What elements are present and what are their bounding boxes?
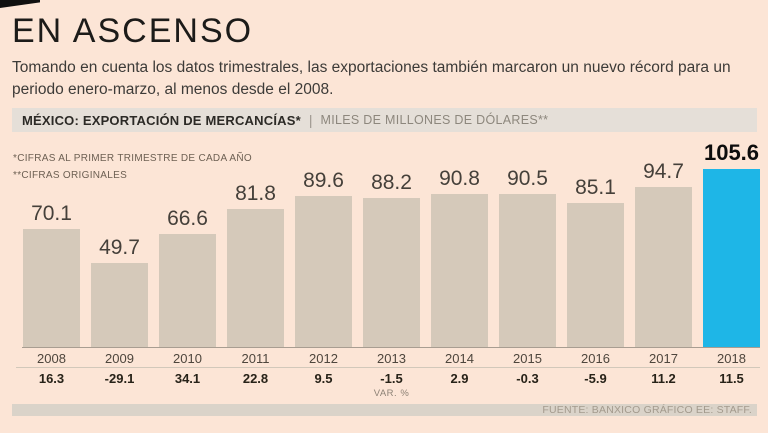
bar-value-label: 70.1 <box>31 202 72 225</box>
bar-column: 49.7 <box>91 236 148 347</box>
var-pct-value: 34.1 <box>174 371 201 386</box>
var-pct-value: 16.3 <box>38 371 65 386</box>
source-bar: FUENTE: BANXICO GRÁFICO EE: STAFF. <box>12 404 757 416</box>
bar-value-label: 105.6 <box>703 140 760 165</box>
var-pct-value: -5.9 <box>584 371 607 386</box>
bar-value-label: 88.2 <box>371 171 412 194</box>
year-axis: 2008 2009 2010 2011 2012 2013 2014 2015 2016 2017… <box>23 351 760 366</box>
year-label: 2011 <box>241 351 270 366</box>
source-credit: FUENTE: BANXICO GRÁFICO EE: STAFF. <box>542 404 752 416</box>
var-pct-value: -1.5 <box>380 371 403 386</box>
bar <box>363 198 420 347</box>
year-label: 2008 <box>37 351 66 366</box>
year-label: 2013 <box>377 351 406 366</box>
year-label: 2016 <box>581 351 610 366</box>
bar <box>23 229 80 347</box>
bar <box>635 187 692 347</box>
bar <box>159 234 216 347</box>
bar-value-label: 94.7 <box>643 160 684 183</box>
year-label: 2012 <box>309 351 338 366</box>
var-pct-value: 22.8 <box>242 371 269 386</box>
var-pct-value: 2.9 <box>450 371 469 386</box>
bar-value-label: 85.1 <box>575 176 616 199</box>
bar <box>703 169 760 347</box>
bar-value-label: 89.6 <box>303 169 344 192</box>
footnote-1: *CIFRAS AL PRIMER TRIMESTRE DE CADA AÑO <box>13 153 252 164</box>
bar <box>567 203 624 347</box>
var-pct-value: 11.2 <box>651 371 676 386</box>
year-label: 2017 <box>649 351 678 366</box>
divider-line <box>16 367 760 368</box>
bar-column: 66.6 <box>159 207 216 347</box>
var-pct-value: 11.5 <box>719 371 744 386</box>
chart-units-label: MILES DE MILLONES DE DÓLARES** <box>320 113 549 127</box>
year-label: 2015 <box>513 351 542 366</box>
corner-mark <box>0 0 40 8</box>
bar-value-label: 49.7 <box>99 236 140 259</box>
bar-column: 70.1 <box>23 202 80 347</box>
bar-column: 90.5 <box>499 167 556 347</box>
chart-title: MÉXICO: EXPORTACIÓN DE MERCANCÍAS* <box>22 112 301 128</box>
bar <box>227 209 284 347</box>
bar-chart: 70.1 49.7 66.6 81.8 89.6 88.2 90.8 90.5 85.1 94.7… <box>23 140 760 347</box>
subtitle: Tomando en cuenta los datos trimestrales… <box>12 59 731 98</box>
year-label: 2014 <box>445 351 474 366</box>
page-title: EN ASCENSO <box>12 12 254 50</box>
bar-column: 85.1 <box>567 176 624 347</box>
bar-column: 105.6 <box>703 140 760 347</box>
year-label: 2018 <box>717 351 746 366</box>
bar-column: 88.2 <box>363 171 420 347</box>
footnotes: *CIFRAS AL PRIMER TRIMESTRE DE CADA AÑO … <box>13 150 252 184</box>
bar-column: 90.8 <box>431 167 488 347</box>
bar-column: 94.7 <box>635 160 692 347</box>
var-pct-value: -29.1 <box>104 371 135 386</box>
bar <box>431 194 488 347</box>
bar-value-label: 90.5 <box>507 167 548 190</box>
bar <box>499 194 556 347</box>
x-axis-line <box>22 347 760 348</box>
var-pct-value: 9.5 <box>314 371 333 386</box>
bar-value-label: 81.8 <box>235 182 276 205</box>
bar-value-label: 66.6 <box>167 207 208 230</box>
var-pct-value: -0.3 <box>516 371 539 386</box>
bar <box>295 196 352 347</box>
footnote-2: **CIFRAS ORIGINALES <box>13 170 128 181</box>
variation-axis-label: VAR. % <box>373 388 410 399</box>
bar-value-label: 90.8 <box>439 167 480 190</box>
chart-kicker-bar: MÉXICO: EXPORTACIÓN DE MERCANCÍAS* | MIL… <box>12 108 757 132</box>
bar-column: 89.6 <box>295 169 352 347</box>
year-label: 2010 <box>173 351 202 366</box>
bar-column: 81.8 <box>227 182 284 347</box>
variation-row: 16.3 -29.1 34.1 22.8 9.5 -1.5 2.9 -0.3 -5.9 11.2 1… <box>23 371 760 386</box>
bar <box>91 263 148 347</box>
year-label: 2009 <box>105 351 134 366</box>
kicker-separator: | <box>308 112 313 128</box>
